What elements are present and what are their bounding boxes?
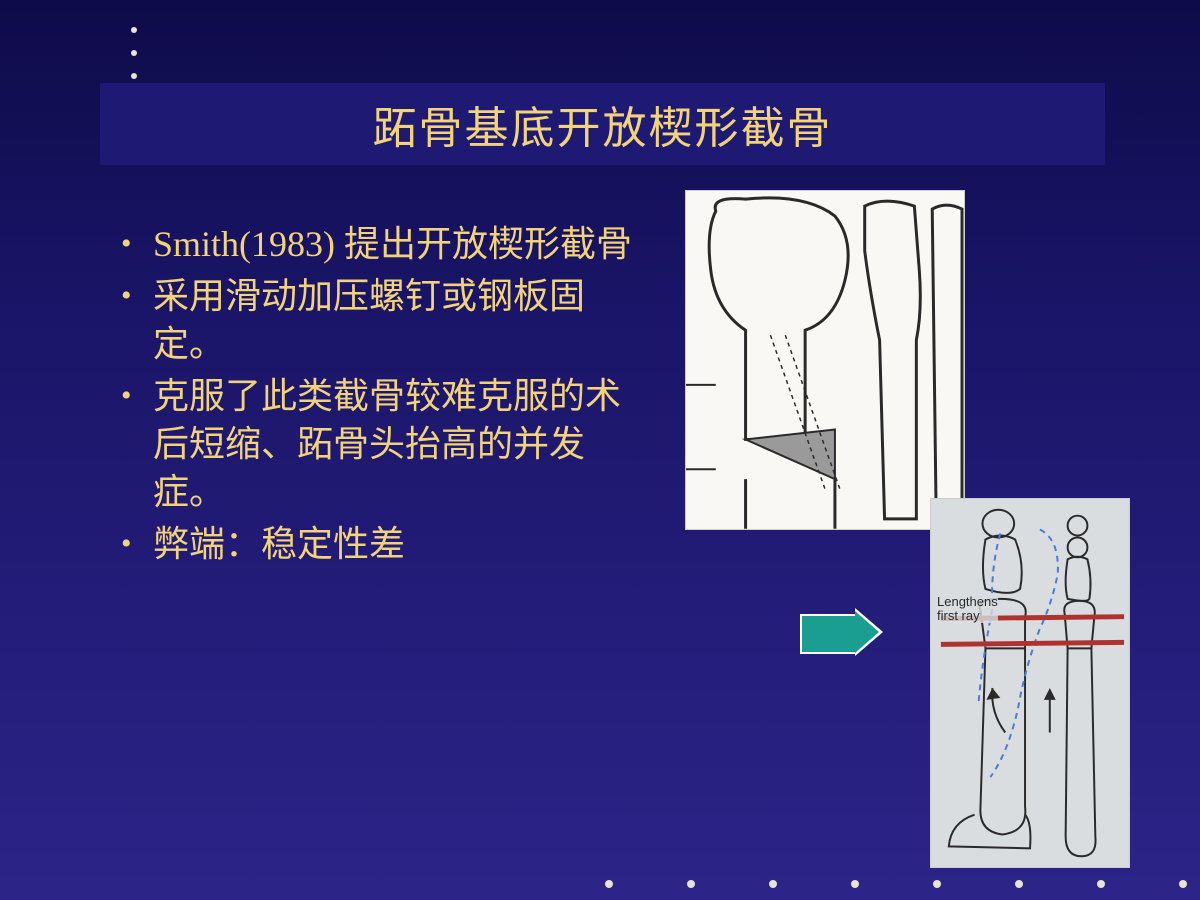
- bullet-text: 弊端：稳定性差: [153, 524, 405, 564]
- arrow-body: [800, 614, 857, 654]
- bullet-item: 克服了此类截骨较难克服的术后短缩、跖骨头抬高的并发症。: [113, 372, 633, 516]
- bullet-item: 弊端：稳定性差: [113, 520, 633, 568]
- bullet-list: Smith(1983) 提出开放楔形截骨 采用滑动加压螺钉或钢板固定。 克服了此…: [113, 220, 633, 572]
- bone-wedge-svg: [686, 191, 964, 529]
- dot-icon: [933, 880, 941, 888]
- dot-icon: [1015, 880, 1023, 888]
- dot-icon: [1097, 880, 1105, 888]
- dot-icon: [687, 880, 695, 888]
- title-bar: 跖骨基底开放楔形截骨: [100, 83, 1105, 165]
- decoration-bottom-dots: [605, 880, 1187, 888]
- dot-icon: [131, 27, 137, 33]
- slide: 跖骨基底开放楔形截骨 Smith(1983) 提出开放楔形截骨 采用滑动加压螺钉…: [0, 0, 1200, 900]
- slide-title: 跖骨基底开放楔形截骨: [373, 92, 833, 156]
- bullet-text: Smith(1983) 提出开放楔形截骨: [153, 224, 632, 264]
- dot-icon: [131, 50, 137, 56]
- dot-icon: [605, 880, 613, 888]
- bullet-item: 采用滑动加压螺钉或钢板固定。: [113, 272, 633, 368]
- arrow-head: [855, 611, 879, 653]
- figure-bone-wedge: [685, 190, 965, 530]
- bullet-item: Smith(1983) 提出开放楔形截骨: [113, 220, 633, 268]
- dot-icon: [851, 880, 859, 888]
- dot-icon: [1179, 880, 1187, 888]
- dot-icon: [769, 880, 777, 888]
- foot-ray-svg: [931, 499, 1129, 867]
- figure-caption: Lengthensfirst ray: [937, 595, 998, 623]
- figure-foot-ray: Lengthensfirst ray: [930, 498, 1130, 868]
- arrow-icon: [800, 608, 880, 656]
- bullet-text: 采用滑动加压螺钉或钢板固定。: [153, 276, 585, 364]
- dot-icon: [131, 73, 137, 79]
- bullet-text: 克服了此类截骨较难克服的术后短缩、跖骨头抬高的并发症。: [153, 376, 621, 512]
